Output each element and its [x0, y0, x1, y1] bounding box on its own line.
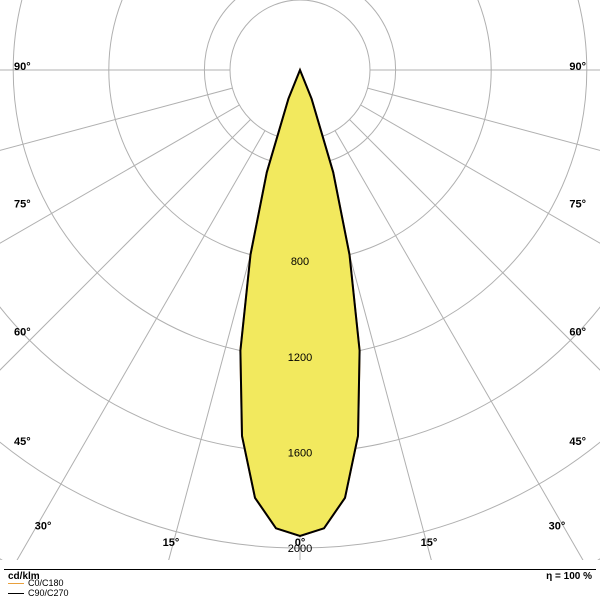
svg-text:45°: 45°: [569, 436, 586, 448]
svg-text:30°: 30°: [35, 520, 52, 532]
legend-item-c0: C0/C180: [8, 578, 69, 588]
svg-text:75°: 75°: [14, 198, 31, 210]
svg-text:75°: 75°: [569, 198, 586, 210]
legend-label-c0: C0/C180: [28, 578, 64, 588]
svg-text:0°: 0°: [295, 537, 306, 549]
svg-text:60°: 60°: [569, 326, 586, 338]
legend-label-c90: C90/C270: [28, 588, 69, 598]
legend: C0/C180 C90/C270: [8, 578, 69, 598]
svg-text:1600: 1600: [288, 447, 312, 459]
svg-text:90°: 90°: [14, 61, 31, 73]
legend-item-c90: C90/C270: [8, 588, 69, 598]
svg-text:60°: 60°: [14, 326, 31, 338]
svg-text:800: 800: [291, 256, 309, 268]
legend-swatch-c0: [8, 583, 24, 584]
svg-text:15°: 15°: [421, 537, 438, 549]
efficiency-label: η = 100 %: [546, 571, 592, 582]
svg-text:1200: 1200: [288, 352, 312, 364]
svg-text:15°: 15°: [163, 537, 180, 549]
svg-text:45°: 45°: [14, 436, 31, 448]
svg-text:30°: 30°: [549, 520, 566, 532]
polar-chart: 8001200160020000°15°15°30°30°45°45°60°60…: [0, 0, 600, 560]
legend-swatch-c90: [8, 593, 24, 594]
svg-text:90°: 90°: [569, 61, 586, 73]
footer-divider: [4, 569, 596, 570]
